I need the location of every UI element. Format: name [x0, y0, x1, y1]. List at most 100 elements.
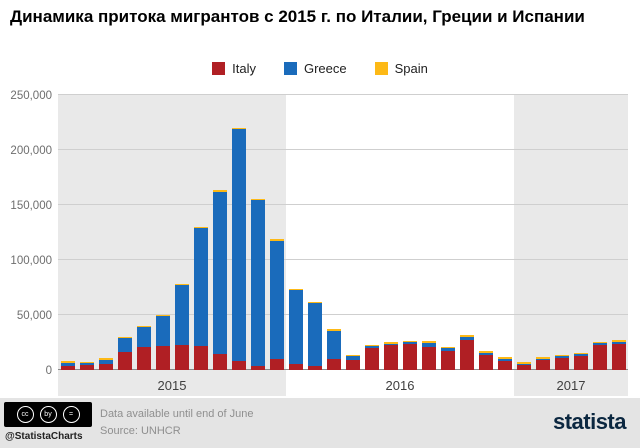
bar-segment-italy: [136, 346, 151, 370]
legend-label-greece: Greece: [303, 61, 347, 76]
bar-segment-italy: [592, 344, 607, 370]
legend-item-italy: Italy: [212, 61, 256, 76]
gridline: [58, 149, 628, 150]
cc-nd-icon: =: [62, 406, 80, 423]
bar-segment-spain: [383, 342, 398, 344]
bar-feb-2016: [305, 95, 324, 370]
source-note: Source: UNHCR: [100, 425, 181, 438]
bar-dec-2015: [267, 95, 286, 370]
bar-segment-spain: [231, 127, 246, 130]
bar-segment-italy: [60, 366, 75, 370]
y-tick-label: 0: [45, 365, 52, 377]
bar-segment-greece: [136, 327, 151, 347]
bar-segment-greece: [117, 338, 132, 353]
year-bands: 2015 2016 2017: [58, 95, 628, 396]
bar-feb-2015: [77, 95, 96, 370]
bar-segment-italy: [554, 358, 569, 370]
bar-segment-spain: [307, 301, 322, 304]
year-band-2017: 2017: [514, 95, 628, 396]
bar-jan-2016: [286, 95, 305, 370]
bar-segment-spain: [554, 354, 569, 357]
bar-segment-italy: [117, 352, 132, 370]
bar-segment-greece: [98, 359, 113, 364]
gridline: [58, 204, 628, 205]
bar-segment-italy: [174, 344, 189, 370]
bar-jul-2015: [172, 95, 191, 370]
bar-segment-italy: [269, 359, 284, 370]
bar-segment-greece: [155, 316, 170, 346]
bar-segment-spain: [117, 336, 132, 339]
bar-segment-italy: [326, 359, 341, 370]
y-tick-label: 50,000: [16, 310, 52, 322]
bar-segment-greece: [269, 240, 284, 360]
bar-segment-spain: [573, 352, 588, 355]
legend-label-italy: Italy: [232, 61, 256, 76]
bar-may-2015: [134, 95, 153, 370]
y-tick-label: 250,000: [10, 90, 52, 102]
bar-segment-italy: [155, 345, 170, 370]
bar-mar-2017: [552, 95, 571, 370]
bar-segment-italy: [79, 365, 94, 370]
chart-title: Динамика притока мигрантов с 2015 г. по …: [10, 7, 585, 26]
bar-segment-spain: [345, 354, 360, 357]
bar-segment-spain: [269, 239, 284, 241]
bar-segment-spain: [440, 346, 455, 349]
chart-plot-area: 2015 2016 2017: [58, 94, 628, 396]
bar-segment-italy: [573, 355, 588, 370]
gridlines: [58, 94, 628, 370]
bar-segment-spain: [592, 341, 607, 344]
legend-swatch: [374, 62, 388, 75]
bar-segment-spain: [478, 351, 493, 353]
bar-segment-greece: [288, 290, 303, 365]
bar-aug-2015: [191, 95, 210, 370]
y-tick-label: 150,000: [10, 200, 52, 212]
bar-segment-italy: [478, 355, 493, 370]
bar-segment-greece: [307, 303, 322, 366]
bar-segment-greece: [212, 191, 227, 354]
bar-segment-spain: [611, 340, 626, 342]
bar-nov-2015: [248, 95, 267, 370]
cc-license-icons: cc by =: [4, 402, 92, 427]
bar-segment-greece: [250, 200, 265, 367]
bar-segment-spain: [364, 344, 379, 347]
x-axis-year-label: 2015: [157, 378, 187, 393]
bar-segment-greece: [573, 354, 588, 356]
bar-segment-greece: [421, 342, 436, 347]
bar-segment-italy: [459, 339, 474, 370]
bar-segment-italy: [535, 360, 550, 370]
bar-segment-greece: [364, 346, 379, 349]
bar-may-2016: [362, 95, 381, 370]
bar-segment-italy: [345, 360, 360, 370]
x-axis-year-label: 2017: [556, 378, 586, 393]
bar-segment-italy: [98, 363, 113, 370]
y-tick-label: 200,000: [10, 145, 52, 157]
bar-segment-greece: [592, 343, 607, 345]
bar-may-2017: [590, 95, 609, 370]
bar-segment-spain: [174, 283, 189, 286]
bar-segment-italy: [516, 365, 531, 370]
bar-sep-2015: [210, 95, 229, 370]
bar-segment-greece: [459, 336, 474, 340]
bar-mar-2016: [324, 95, 343, 370]
y-tick-label: 100,000: [10, 255, 52, 267]
bar-segment-greece: [326, 330, 341, 360]
bar-segment-greece: [497, 358, 512, 361]
cc-icon: cc: [16, 406, 34, 423]
bar-segment-greece: [611, 341, 626, 345]
bar-jun-2017: [609, 95, 628, 370]
bar-jan-2017: [514, 95, 533, 370]
bar-segment-spain: [421, 341, 436, 343]
statista-logo: statista: [552, 409, 627, 434]
legend-swatch: [283, 62, 297, 75]
bar-segment-spain: [326, 329, 341, 331]
legend-swatch: [212, 62, 226, 75]
bar-segment-spain: [155, 314, 170, 317]
bar-segment-greece: [554, 356, 569, 359]
bar-segment-italy: [231, 361, 246, 370]
bar-segment-italy: [497, 360, 512, 370]
bar-segment-spain: [250, 198, 265, 201]
bar-segment-greece: [231, 129, 246, 362]
bar-segment-italy: [193, 345, 208, 370]
bar-jan-2015: [58, 95, 77, 370]
